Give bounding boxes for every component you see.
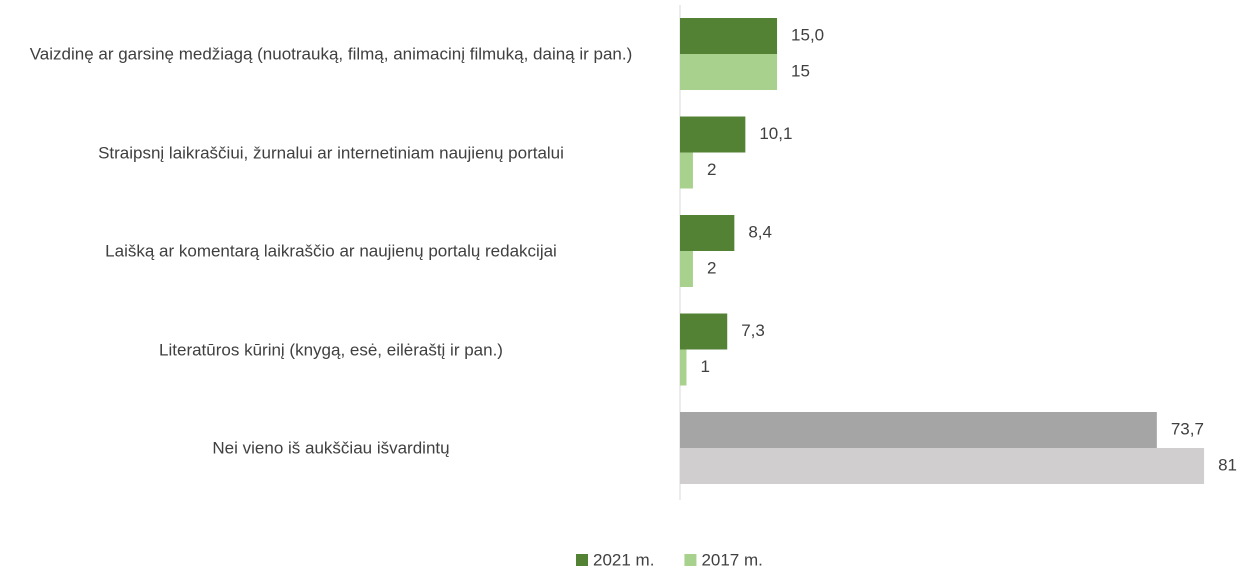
bar bbox=[680, 54, 778, 90]
data-label: 7,3 bbox=[741, 321, 765, 340]
legend-swatch bbox=[576, 554, 588, 566]
category-label: Laišką ar komentarą laikraščio ar naujie… bbox=[105, 241, 557, 261]
data-label: 81 bbox=[1218, 455, 1237, 474]
data-label: 15 bbox=[791, 61, 810, 80]
category-label: Literatūros kūrinį (knygą, esė, eilėrašt… bbox=[159, 340, 503, 359]
bar bbox=[680, 349, 687, 386]
bar bbox=[680, 251, 693, 287]
bar bbox=[680, 116, 746, 153]
legend-label: 2021 m. bbox=[593, 550, 654, 569]
bar bbox=[680, 448, 1205, 484]
bar bbox=[680, 412, 1157, 448]
data-label: 10,1 bbox=[759, 124, 792, 143]
legend-swatch bbox=[684, 554, 697, 566]
bar bbox=[680, 313, 728, 350]
bar bbox=[680, 18, 778, 54]
category-label: Vaizdinę ar garsinę medžiagą (nuotrauką,… bbox=[29, 44, 633, 64]
legend-label: 2017 m. bbox=[701, 550, 762, 569]
data-label: 1 bbox=[700, 357, 709, 376]
data-label: 73,7 bbox=[1171, 419, 1204, 438]
data-label: 8,4 bbox=[748, 222, 772, 241]
category-label: Straipsnį laikraščiui, žurnalui ar inter… bbox=[98, 143, 564, 162]
data-label: 15,0 bbox=[791, 25, 824, 44]
category-label: Nei vieno iš aukščiau išvardintų bbox=[212, 438, 450, 458]
bar bbox=[680, 215, 735, 251]
data-label: 2 bbox=[707, 258, 716, 277]
bar bbox=[680, 152, 693, 189]
data-label: 2 bbox=[707, 160, 716, 179]
